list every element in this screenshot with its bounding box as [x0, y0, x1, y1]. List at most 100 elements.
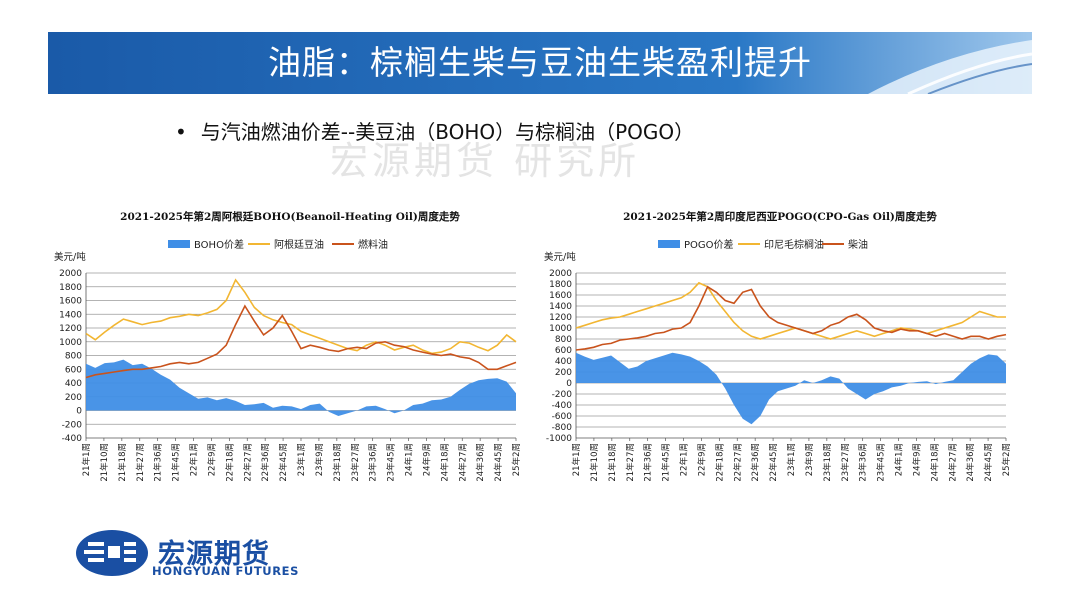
x-tick-label: 22年45周	[278, 443, 289, 482]
y-tick-label: -1000	[546, 434, 572, 444]
series-line-1-2	[575, 285, 1007, 351]
boho-chart: 2021-2025年第2周阿根廷BOHO(Beanoil-Heating Oil…	[54, 210, 522, 482]
y-tick-label: 1600	[59, 297, 82, 307]
series-area-0-0	[86, 359, 516, 416]
x-tick-label: 23年1周	[296, 443, 307, 476]
y-tick-label: -200	[552, 390, 573, 400]
legend-swatch	[168, 240, 190, 248]
x-tick-label: 24年27周	[457, 443, 468, 482]
x-tick-label: 21年1周	[571, 443, 582, 476]
x-tick-label: 21年27周	[135, 443, 146, 482]
x-tick-label: 23年1周	[786, 443, 797, 476]
x-tick-label: 23年36周	[858, 443, 869, 482]
y-tick-label: 800	[65, 352, 82, 362]
logo-name-en: HONGYUAN FUTURES	[152, 564, 300, 578]
x-tick-label: 24年18周	[439, 443, 450, 482]
y-tick-label: -800	[552, 423, 573, 433]
x-tick-label: 24年1周	[894, 443, 905, 476]
y-tick-label: -400	[552, 401, 573, 411]
title-band-background	[48, 32, 1032, 94]
y-tick-label: 1800	[549, 280, 572, 290]
x-tick-label: 24年9周	[911, 443, 922, 476]
x-tick-label: 24年1周	[404, 443, 415, 476]
series-line-0-1	[85, 278, 517, 355]
x-tick-label: 21年36周	[643, 443, 654, 482]
legend-label: 阿根廷豆油	[274, 238, 324, 251]
x-tick-label: 23年27周	[350, 443, 361, 482]
x-tick-label: 21年18周	[607, 443, 618, 482]
y-tick-label: 400	[555, 357, 572, 367]
legend-item: 阿根廷豆油	[248, 238, 324, 251]
x-tick-label: 23年9周	[314, 443, 325, 476]
x-tick-label: 21年18周	[117, 443, 128, 482]
y-tick-label: -600	[552, 412, 573, 422]
x-tick-label: 22年45周	[768, 443, 779, 482]
y-axis-label: 美元/吨	[544, 251, 576, 263]
x-tick-label: 23年18周	[822, 443, 833, 482]
x-tick-label: 21年45周	[171, 443, 182, 482]
bullet-point: • 与汽油燃油价差--美豆油（BOHO）与棕榈油（POGO）	[175, 116, 694, 145]
x-tick-label: 24年36周	[965, 443, 976, 482]
legend-label: BOHO价差	[194, 238, 244, 251]
y-axis-label: 美元/吨	[54, 251, 86, 263]
x-tick-label: 21年45周	[661, 443, 672, 482]
x-tick-label: 22年27周	[732, 443, 743, 482]
chart-title: 2021-2025年第2周印度尼西亚POGO(CPO-Gas Oil)周度走势	[623, 210, 937, 223]
legend-item: 印尼毛棕榈油	[738, 238, 824, 251]
y-tick-label: 1000	[59, 338, 82, 348]
x-tick-label: 23年9周	[804, 443, 815, 476]
y-tick-label: 1000	[549, 324, 572, 334]
x-tick-label: 24年18周	[929, 443, 940, 482]
y-tick-label: 600	[555, 346, 572, 356]
y-tick-label: 2000	[59, 269, 82, 279]
legend-item: BOHO价差	[168, 238, 244, 251]
y-tick-label: 200	[555, 368, 572, 378]
x-tick-label: 23年45周	[876, 443, 887, 482]
x-tick-label: 25年2周	[511, 443, 522, 476]
x-tick-label: 21年36周	[153, 443, 164, 482]
x-tick-label: 23年45周	[386, 443, 397, 482]
legend-swatch	[658, 240, 680, 248]
x-tick-label: 22年27周	[242, 443, 253, 482]
y-tick-label: 800	[555, 335, 572, 345]
x-tick-label: 25年2周	[1001, 443, 1012, 476]
x-tick-label: 24年27周	[947, 443, 958, 482]
series-area-1-0	[576, 352, 1006, 425]
series-line-0-2	[85, 304, 517, 379]
y-tick-label: 1400	[59, 310, 82, 320]
legend-label: 印尼毛棕榈油	[764, 238, 824, 251]
title-band: 油脂：棕榈生柴与豆油生柴盈利提升	[48, 32, 1032, 94]
bullet-dot-icon: •	[175, 120, 187, 144]
x-tick-label: 23年36周	[368, 443, 379, 482]
y-tick-label: 200	[65, 393, 82, 403]
y-tick-label: 1400	[549, 302, 572, 312]
x-tick-label: 22年18周	[224, 443, 235, 482]
x-tick-label: 21年27周	[625, 443, 636, 482]
x-tick-label: 21年10周	[99, 443, 110, 482]
series-line-1-1	[575, 281, 1006, 340]
page-title: 油脂：棕榈生柴与豆油生柴盈利提升	[268, 43, 812, 82]
x-tick-label: 22年36周	[260, 443, 271, 482]
x-tick-label: 22年1周	[189, 443, 200, 476]
x-tick-label: 24年36周	[475, 443, 486, 482]
x-tick-label: 21年10周	[589, 443, 600, 482]
x-tick-label: 23年27周	[840, 443, 851, 482]
x-tick-label: 22年1周	[679, 443, 690, 476]
y-tick-label: 1200	[549, 313, 572, 323]
x-tick-label: 21年1周	[81, 443, 92, 476]
y-tick-label: 400	[65, 379, 82, 389]
legend-item: 柴油	[822, 238, 868, 251]
legend-label: 柴油	[848, 238, 868, 251]
y-tick-label: 0	[566, 379, 572, 389]
watermark: 宏源期货 研究所	[330, 139, 641, 183]
y-tick-label: 0	[76, 407, 82, 417]
x-tick-label: 23年18周	[332, 443, 343, 482]
pogo-chart: 2021-2025年第2周印度尼西亚POGO(CPO-Gas Oil)周度走势 P…	[544, 210, 1012, 482]
x-tick-label: 22年9周	[696, 443, 707, 476]
y-tick-label: 600	[65, 365, 82, 375]
y-tick-label: -200	[62, 420, 83, 430]
y-tick-label: 1200	[59, 324, 82, 334]
legend-label: POGO价差	[684, 238, 734, 251]
x-tick-label: 22年18周	[714, 443, 725, 482]
x-tick-label: 22年36周	[750, 443, 761, 482]
